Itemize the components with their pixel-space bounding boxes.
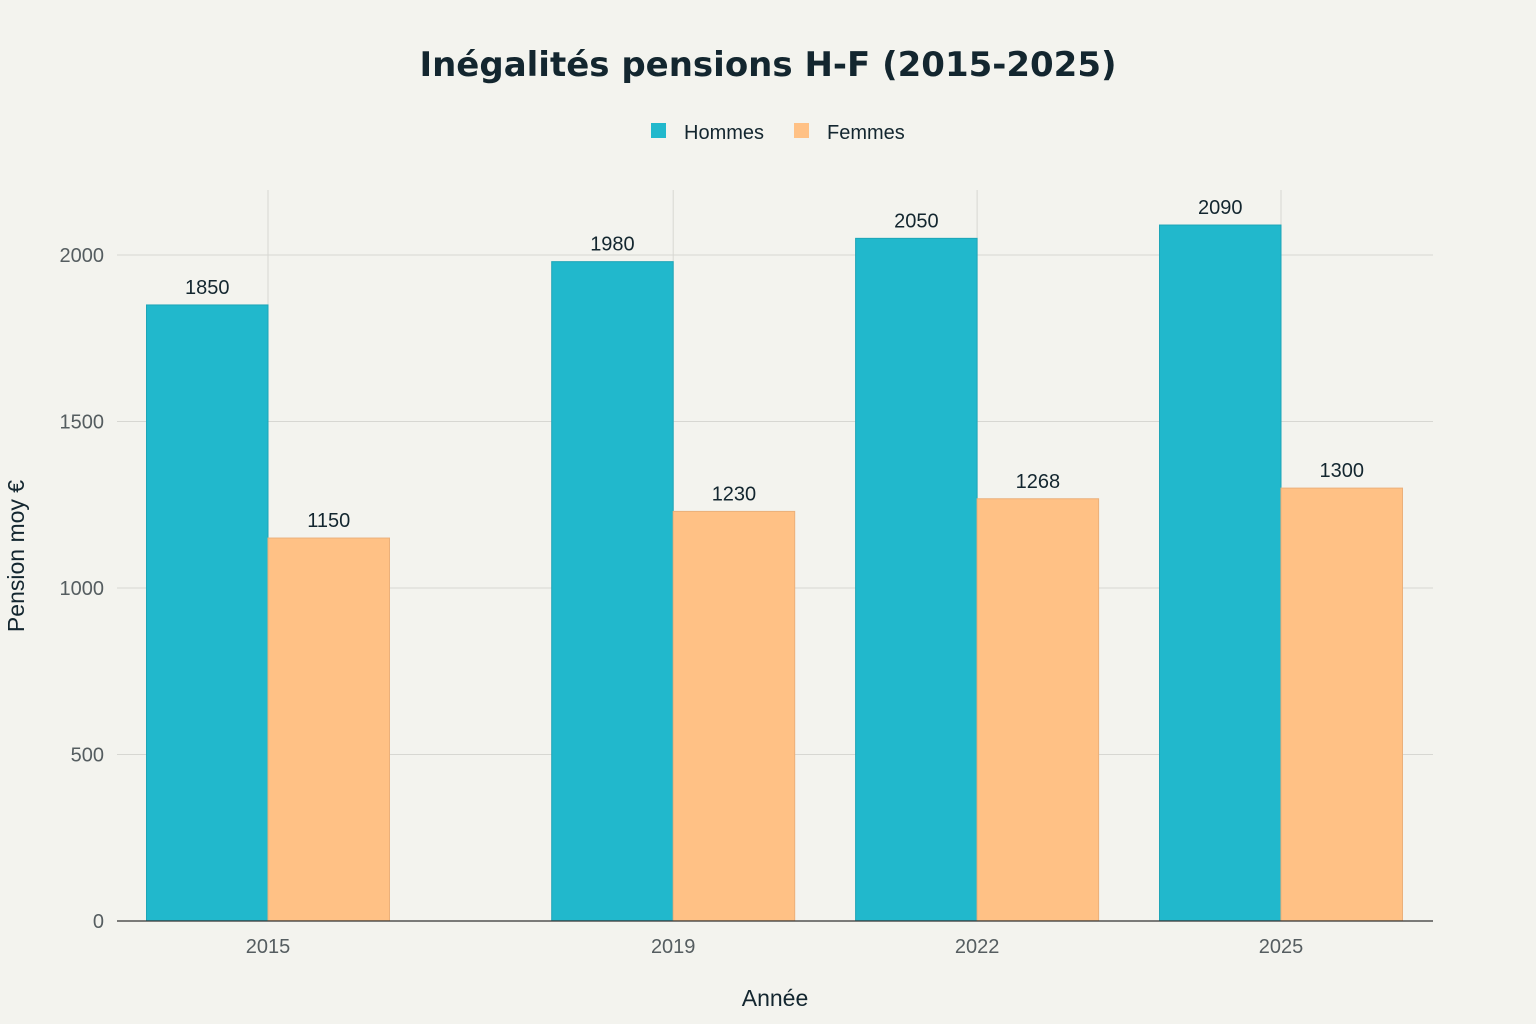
data-label-hommes-2025: 2090	[1198, 197, 1243, 219]
bars	[146, 224, 1403, 922]
legend: Hommes Femmes	[651, 122, 905, 144]
y-tick-label-1500: 1500	[60, 412, 105, 434]
data-labels: 1850 1980 2050 2090 1150 1230 1268 1300	[185, 197, 1364, 532]
data-label-hommes-2015: 1850	[185, 277, 230, 299]
legend-item-femmes: Femmes	[794, 122, 905, 144]
y-tick-label-1000: 1000	[60, 578, 105, 600]
x-tick-label-2015: 2015	[246, 936, 291, 958]
data-label-femmes-2019: 1230	[712, 483, 757, 505]
y-tick-label-0: 0	[93, 911, 104, 933]
axes: 0 500 1000 1500 2000 2015 2019 2022 2025	[60, 245, 1433, 958]
legend-item-hommes: Hommes	[651, 122, 764, 144]
bar-femmes-2025	[1280, 487, 1403, 922]
x-tick-label-2019: 2019	[651, 936, 696, 958]
legend-swatch-femmes	[794, 123, 809, 138]
bar-femmes-2019	[672, 510, 796, 922]
data-label-femmes-2015: 1150	[307, 510, 350, 532]
legend-label-femmes: Femmes	[827, 122, 905, 144]
x-axis-title: Année	[742, 985, 809, 1011]
y-tick-label-2000: 2000	[60, 245, 105, 267]
data-label-femmes-2025: 1300	[1320, 460, 1365, 482]
bar-hommes-2019	[551, 261, 674, 922]
bar-femmes-2015	[267, 537, 390, 922]
legend-label-hommes: Hommes	[684, 122, 764, 144]
y-axis-title: Pension moy €	[3, 480, 29, 632]
data-label-femmes-2022: 1268	[1016, 471, 1061, 493]
bar-hommes-2025	[1159, 224, 1282, 922]
data-label-hommes-2022: 2050	[894, 210, 939, 232]
chart-title: Inégalités pensions H-F (2015-2025)	[419, 45, 1116, 85]
legend-swatch-hommes	[651, 123, 666, 138]
x-tick-label-2022: 2022	[955, 936, 1000, 958]
x-tick-label-2025: 2025	[1259, 936, 1304, 958]
bar-hommes-2015	[146, 304, 269, 922]
bar-femmes-2022	[976, 498, 1100, 922]
data-label-hommes-2019: 1980	[590, 234, 635, 256]
y-tick-label-500: 500	[71, 745, 104, 767]
bar-hommes-2022	[855, 237, 978, 922]
